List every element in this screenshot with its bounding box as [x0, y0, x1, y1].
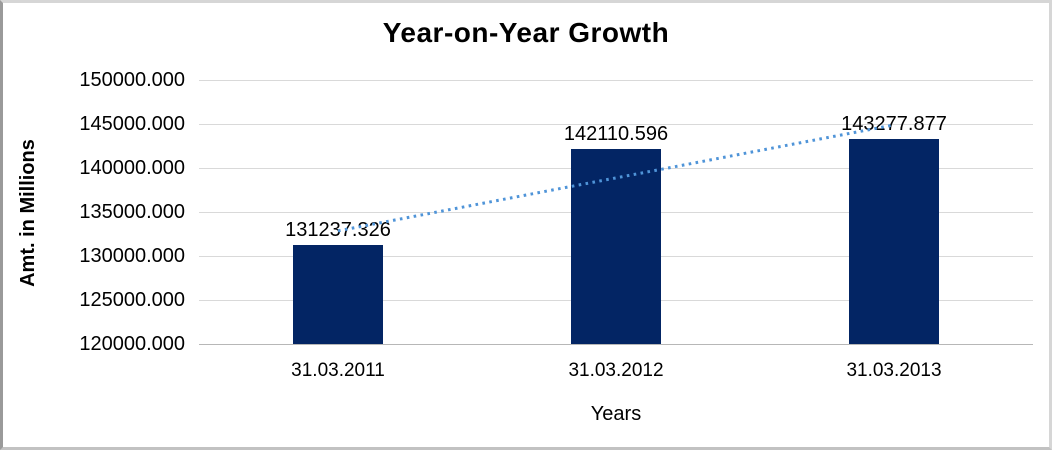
bar [849, 139, 939, 344]
x-axis-title: Years [590, 403, 642, 425]
y-tick-label: 145000.000 [79, 113, 185, 135]
bar [571, 149, 661, 344]
chart-title: Year-on-Year Growth [382, 17, 670, 48]
gridline [199, 80, 1033, 81]
gridline [199, 344, 1033, 345]
bar-data-label: 131237.326 [285, 219, 391, 241]
x-tick-label: 31.03.2012 [568, 360, 664, 381]
x-tick-label: 31.03.2013 [846, 360, 942, 381]
bar [293, 245, 383, 344]
y-tick-label: 150000.000 [79, 69, 185, 91]
plot-area: 131237.326 142110.596 143277.877 [199, 80, 1033, 345]
y-tick-label: 135000.000 [79, 201, 185, 223]
y-tick-label: 125000.000 [79, 289, 185, 311]
y-tick-label: 120000.000 [79, 333, 185, 355]
bar-data-label: 142110.596 [563, 123, 669, 145]
x-tick-label: 31.03.2011 [291, 360, 385, 381]
y-tick-label: 130000.000 [79, 245, 185, 267]
bar-data-label: 143277.877 [841, 113, 947, 135]
y-tick-label: 140000.000 [79, 157, 185, 179]
